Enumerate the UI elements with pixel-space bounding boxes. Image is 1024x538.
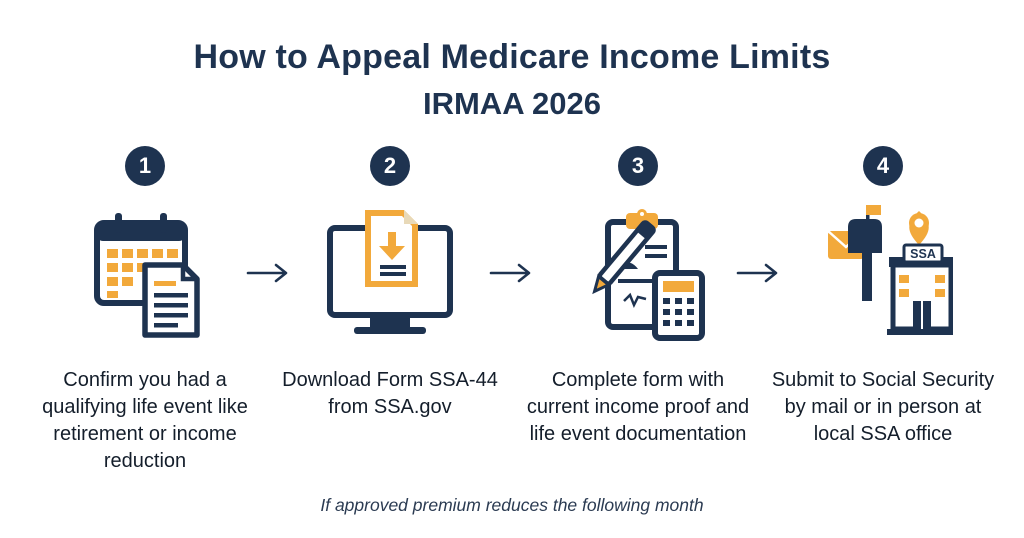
step-number-badge: 4 <box>863 146 903 186</box>
infographic-subtitle: IRMAA 2026 <box>422 86 602 121</box>
step-3: 3 Complete form <box>518 0 758 538</box>
arrow-right-icon <box>736 263 778 283</box>
infographic-title: How to Appeal Medicare Income Limits <box>193 38 831 76</box>
mailbox-ssa-office-icon: SSA <box>813 205 957 345</box>
calendar-document-icon <box>75 205 215 345</box>
step-number-badge: 2 <box>370 146 410 186</box>
step-4: 4 SSA Submit to Social Security by mail <box>763 0 1003 538</box>
step-2: 2 Download Form SSA-44 from SSA.gov <box>270 0 510 538</box>
step-1: 1 Confirm you had a qualifying life even… <box>25 0 265 538</box>
step-description: Download Form SSA-44 from SSA.gov <box>282 369 498 418</box>
step-number-badge: 1 <box>125 146 165 186</box>
ssa-sign-text: SSA <box>910 247 936 261</box>
arrow-right-icon <box>489 263 531 283</box>
step-description: Confirm you had a qualifying life event … <box>42 369 248 472</box>
arrow-right-icon <box>246 263 288 283</box>
computer-download-icon <box>320 205 460 345</box>
step-number-badge: 3 <box>618 146 658 186</box>
clipboard-pen-calculator-icon <box>568 205 708 345</box>
step-description: Submit to Social Security by mail or in … <box>771 369 995 445</box>
step-description: Complete form with current income proof … <box>526 369 750 445</box>
footer-note: If approved premium reduces the followin… <box>320 495 704 515</box>
